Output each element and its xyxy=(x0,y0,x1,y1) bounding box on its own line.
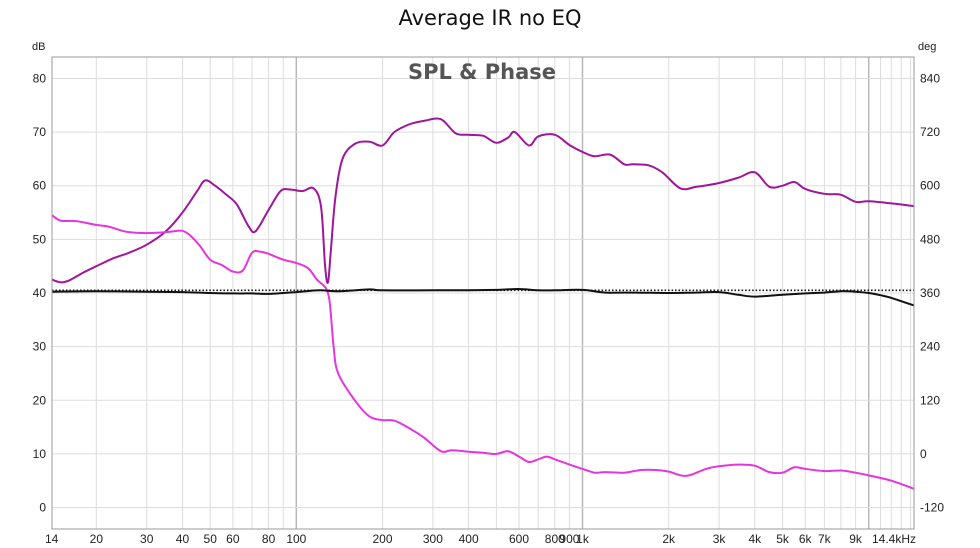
x-tick-label: 6k xyxy=(799,532,813,546)
x-tick-label: 14.4kHz xyxy=(872,532,916,546)
spl-line-alt xyxy=(51,214,915,490)
x-tick-label: 14 xyxy=(45,532,59,546)
grid-lines xyxy=(52,57,914,529)
right-tick-label: 120 xyxy=(920,393,940,407)
x-tick-label: 4k xyxy=(748,532,762,546)
right-tick-label: 240 xyxy=(920,340,940,354)
right-tick-label: 600 xyxy=(920,179,940,193)
x-tick-label: 400 xyxy=(459,532,479,546)
x-tick-label: 40 xyxy=(176,532,190,546)
x-tick-label: 200 xyxy=(372,532,392,546)
left-tick-label: 40 xyxy=(33,286,47,300)
x-tick-label: 20 xyxy=(90,532,104,546)
x-tick-label: 1k xyxy=(576,532,590,546)
x-tick-label: 900 xyxy=(559,532,579,546)
x-tick-label: 800 xyxy=(545,532,565,546)
right-tick-label: 0 xyxy=(920,447,927,461)
x-tick-label: 300 xyxy=(423,532,443,546)
x-tick-label: 30 xyxy=(140,532,154,546)
left-tick-label: 20 xyxy=(33,393,47,407)
spl-line xyxy=(51,117,915,284)
left-tick-label: 10 xyxy=(33,447,47,461)
x-tick-label: 50 xyxy=(204,532,218,546)
left-tick-label: 0 xyxy=(39,501,46,515)
x-tick-label: 2k xyxy=(662,532,676,546)
phase-line xyxy=(51,287,915,307)
x-tick-label: 600 xyxy=(509,532,529,546)
x-tick-label: 7k xyxy=(818,532,832,546)
right-tick-label: -120 xyxy=(920,501,944,515)
right-tick-label: 480 xyxy=(920,232,940,246)
right-tick-label: 840 xyxy=(920,71,940,85)
left-tick-label: 50 xyxy=(33,232,47,246)
x-tick-label: 5k xyxy=(776,532,790,546)
left-tick-label: 30 xyxy=(33,340,47,354)
x-tick-label: 3k xyxy=(713,532,727,546)
left-axis-unit: dB xyxy=(32,41,45,53)
chart-title: Average IR no EQ xyxy=(398,6,582,30)
right-tick-label: 360 xyxy=(920,286,940,300)
chart-subtitle: SPL & Phase xyxy=(408,60,556,84)
left-tick-label: 60 xyxy=(33,179,47,193)
left-tick-label: 80 xyxy=(33,72,47,86)
plot-frame xyxy=(51,56,915,530)
x-tick-label: 80 xyxy=(262,532,276,546)
axis-tick-labels: 0 10 20 30 40 50 60 70 80 -120 0 120 240 360 480 600 720… xyxy=(33,71,945,546)
right-tick-label: 720 xyxy=(920,125,940,139)
x-tick-label: 100 xyxy=(286,532,306,546)
x-tick-label: 60 xyxy=(226,532,240,546)
series-lines xyxy=(51,117,915,490)
x-tick-label: 9k xyxy=(849,532,863,546)
right-axis-unit: deg xyxy=(918,41,936,53)
left-tick-label: 70 xyxy=(33,125,47,139)
